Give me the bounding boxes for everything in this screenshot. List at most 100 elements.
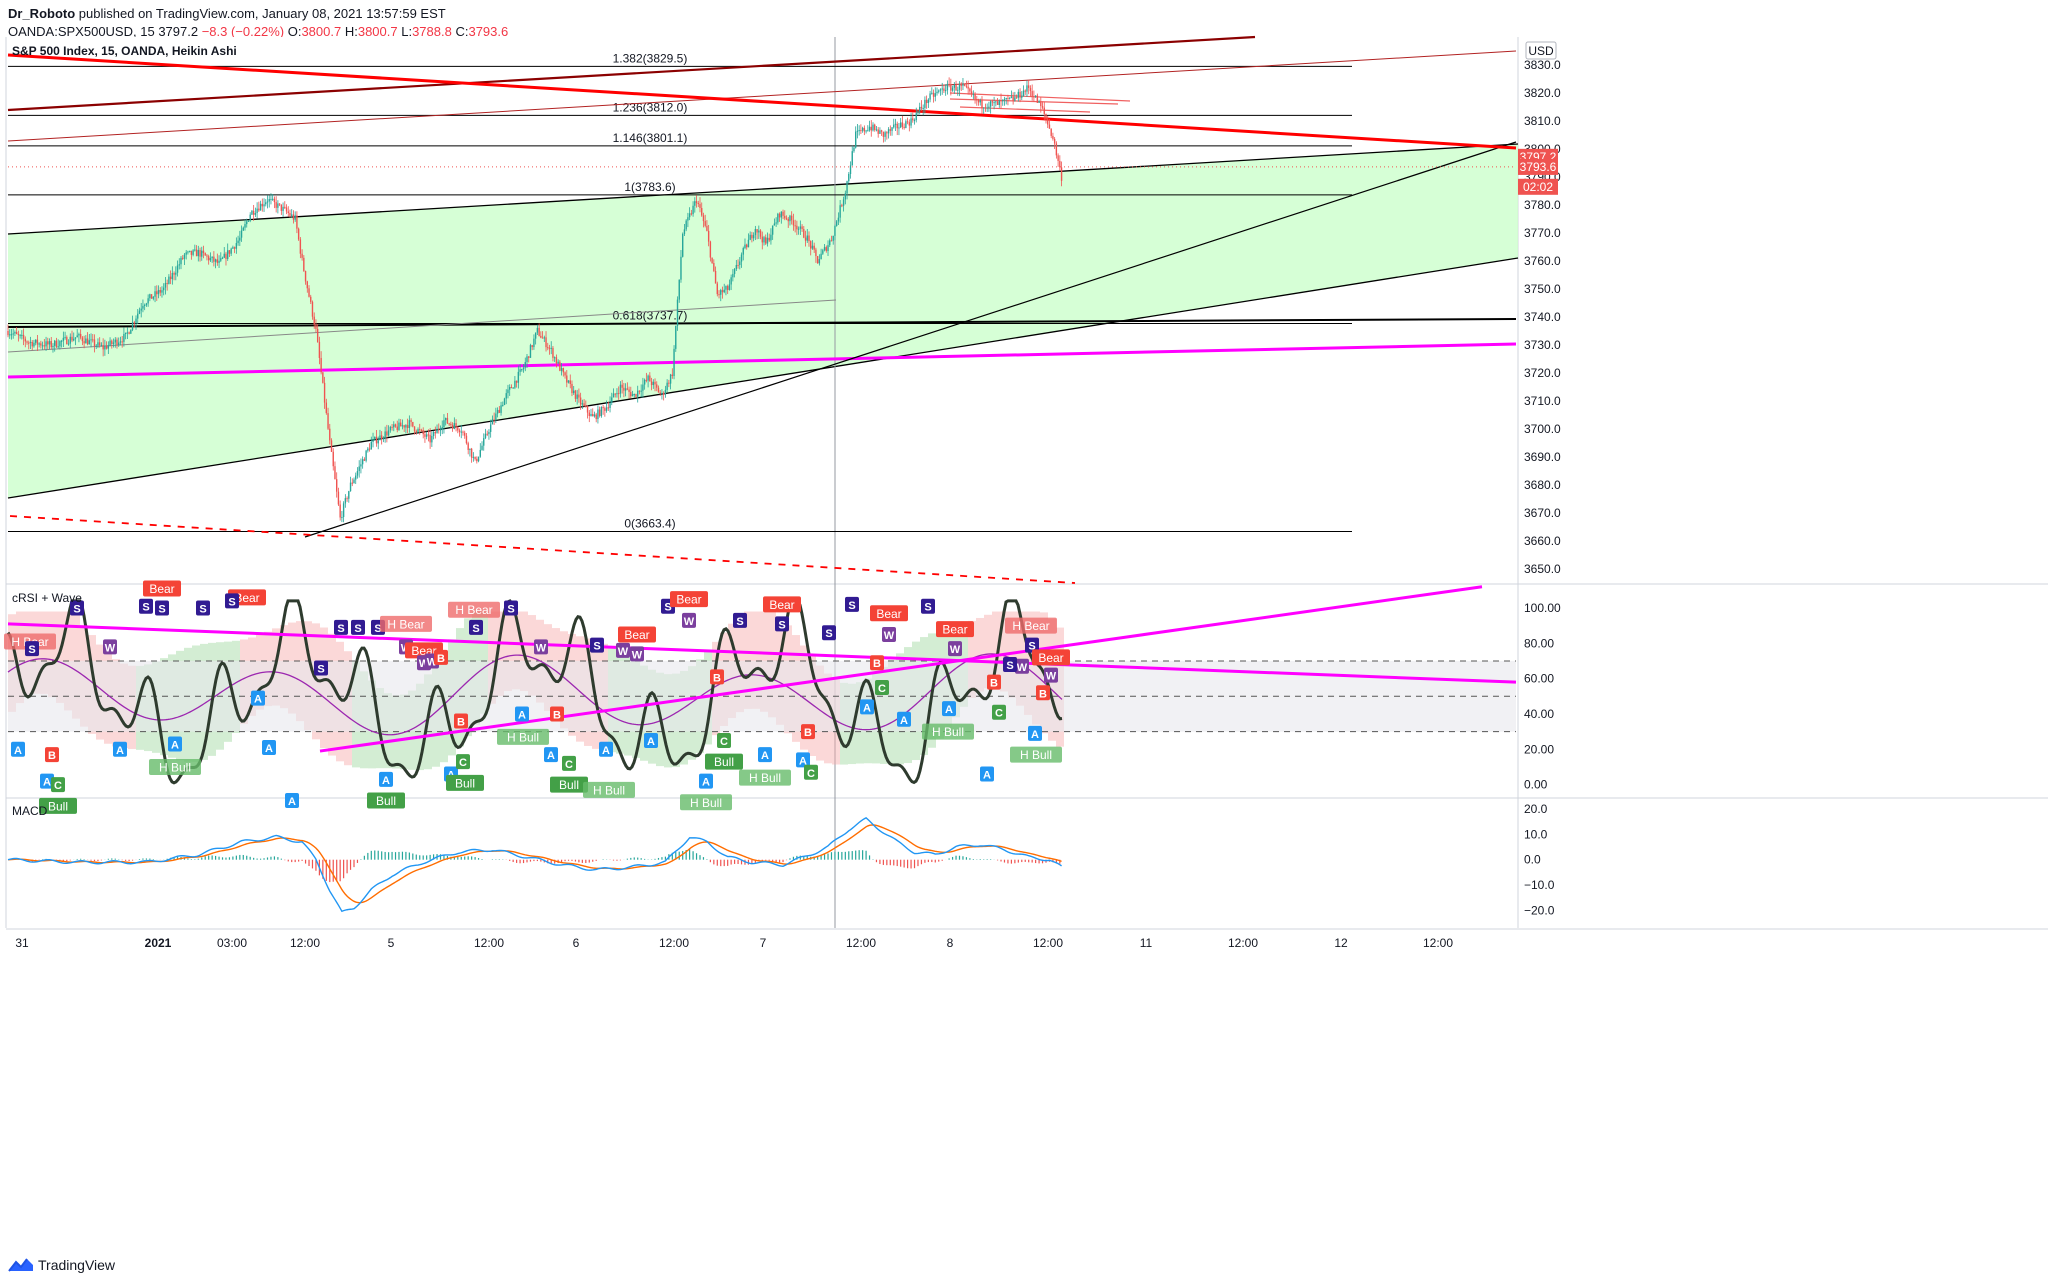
candle-body [237, 240, 239, 244]
candle-body [979, 100, 981, 103]
candle-body [711, 257, 713, 264]
candle-body [439, 429, 442, 431]
crsi-signal-badge [1003, 657, 1017, 672]
candle-body [989, 101, 992, 107]
symbol-text: OANDA:SPX500USD, 15 [8, 24, 155, 39]
candle-body [336, 479, 338, 492]
candle-body [609, 402, 611, 409]
crsi-signal-text: A [945, 704, 953, 716]
candle-body [612, 393, 615, 398]
candle-body [469, 448, 471, 450]
candle-body [690, 213, 693, 215]
crsi-signal-badge [113, 741, 127, 757]
red-resistance-line [7, 53, 1517, 150]
candle-body [171, 273, 174, 280]
candle-body [145, 303, 148, 306]
crsi-signal-text: C [54, 780, 62, 792]
crsi-signal-text: S [848, 600, 855, 612]
candle-body [723, 289, 725, 293]
candle-body [199, 249, 201, 257]
time-axis-tick: 11 [1140, 936, 1153, 950]
candle-body [863, 127, 866, 132]
candle-body [365, 450, 367, 461]
candle-body [419, 429, 421, 431]
candle-body [720, 290, 722, 295]
crsi-signal-text: A [647, 736, 655, 748]
candle-body [102, 345, 104, 350]
crsi-band-segment [1000, 611, 1008, 692]
crsi-signal-badge [948, 641, 962, 657]
crsi-signal-badge [456, 754, 470, 770]
crsi-signal-text: A [254, 694, 262, 706]
candle-body [348, 491, 350, 499]
candle-body [706, 225, 708, 231]
fib-level-label: 0.618(3737.7) [613, 308, 688, 322]
candle-body [147, 298, 149, 304]
crsi-signal-badge [454, 713, 468, 729]
candle-body [1059, 160, 1061, 168]
candle-body [830, 240, 833, 242]
candle-body [211, 256, 213, 259]
candle-body [502, 405, 504, 407]
tradingview-brand: TradingView [38, 1257, 116, 1273]
candle-body [806, 235, 808, 241]
candle-body [441, 427, 443, 430]
candle-body [163, 287, 165, 291]
candle-body [633, 394, 635, 396]
candle-body [974, 94, 976, 100]
candle-body [277, 203, 279, 208]
crsi-band-segment [976, 617, 984, 692]
tradingview-logo[interactable]: TradingView [8, 1257, 115, 1273]
candle-body [976, 99, 978, 101]
candle-body [756, 229, 758, 233]
candle-body [861, 127, 864, 131]
candle-body [777, 213, 779, 223]
candle-body [1057, 155, 1059, 161]
candle-body [605, 407, 608, 411]
crsi-axis-tick: 20.00 [1524, 742, 1554, 756]
candle-body [379, 435, 381, 441]
candle-body [256, 208, 258, 214]
candle-body [112, 342, 115, 344]
magenta-trend-line [7, 342, 1517, 379]
crsi-signal-badge [897, 711, 911, 727]
candle-body [396, 426, 398, 430]
candle-body [1048, 124, 1051, 129]
crsi-signal-badge [25, 641, 39, 657]
candle-body [1047, 119, 1049, 125]
candle-body [183, 254, 186, 259]
candle-body [330, 440, 333, 452]
candle-body [505, 393, 507, 399]
price-axis-tick: 3680.0 [1524, 478, 1561, 492]
candle-body [318, 341, 321, 358]
candle-body [54, 340, 56, 346]
candle-body [682, 233, 684, 257]
candle-body [100, 345, 103, 347]
currency-label: USD [1528, 44, 1554, 58]
candle-body [316, 328, 319, 342]
crsi-signal-text: B [437, 653, 445, 665]
crsi-signal-badge [285, 793, 299, 809]
crsi-band-segment [488, 611, 496, 704]
crsi-signals: AH BearSABCBullSWASBearSAH BullSBearSAAA… [4, 580, 1070, 814]
candle-body [292, 214, 295, 220]
candle-body [252, 210, 255, 215]
candle-body [489, 424, 492, 432]
crsi-signal-badge [599, 741, 613, 757]
candle-body [71, 336, 73, 341]
crsi-signal-badge [1044, 667, 1058, 683]
candle-body [1029, 87, 1032, 92]
crsi-signal-badge [860, 699, 874, 715]
time-axis-tick: 12:00 [1228, 936, 1258, 950]
time-axis-tick: 12:00 [290, 936, 320, 950]
candle-body [278, 203, 281, 205]
candle-body [1043, 107, 1045, 114]
candle-body [370, 441, 372, 450]
candle-body [820, 253, 822, 260]
candle-body [688, 213, 691, 218]
candle-body [1038, 101, 1040, 103]
candle-body [52, 345, 54, 348]
crsi-signal-text: A [288, 796, 296, 808]
crsi-signal-text: A [983, 770, 991, 782]
